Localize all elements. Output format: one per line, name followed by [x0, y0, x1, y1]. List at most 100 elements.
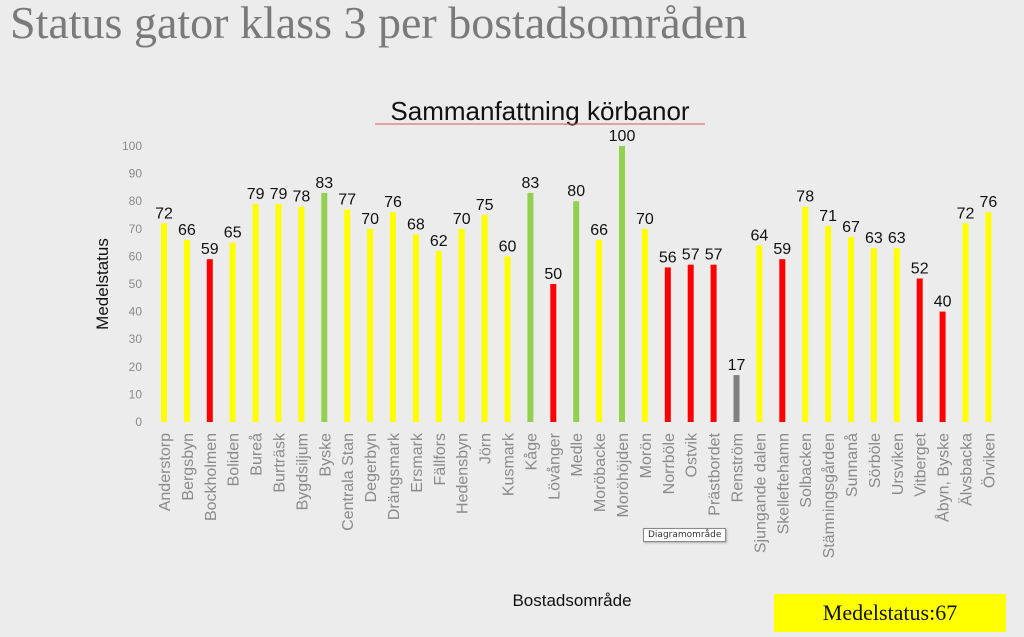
- x-tick-label: Sunnanå: [843, 433, 861, 497]
- value-label: 77: [338, 191, 356, 208]
- x-tick-label: Vitberget: [913, 432, 930, 496]
- bar: [481, 215, 488, 422]
- bar: [802, 206, 809, 422]
- average-status-value: 67: [935, 600, 958, 625]
- bar: [229, 242, 236, 422]
- average-status-label: Medelstatus:: [822, 600, 936, 625]
- x-tick-label: Burträsk: [272, 432, 289, 493]
- x-tick-label: Prästbordet: [707, 432, 724, 515]
- chart-title: Sammanfattning körbanor: [390, 96, 690, 126]
- bar: [939, 311, 946, 422]
- x-tick-label: Bergsbyn: [180, 433, 197, 501]
- y-tick-labels: 0 10 20 30 40 50 60 70 80 90 100: [122, 139, 142, 429]
- x-tick-labels: Anderstorp Bergsbyn Bockholmen Boliden Bureå…: [157, 432, 998, 558]
- bar: [573, 201, 580, 422]
- value-label: 56: [659, 249, 677, 266]
- value-label: 70: [636, 211, 654, 228]
- bar: [687, 264, 694, 422]
- x-tick-label: Örviken: [980, 433, 998, 488]
- bar: [367, 228, 374, 422]
- bar: [848, 237, 854, 422]
- value-label: 78: [796, 189, 814, 206]
- x-tick-label: Hedensbyn: [455, 433, 472, 514]
- bars: [161, 146, 992, 422]
- x-axis-label: Bostadsområde: [512, 591, 631, 610]
- value-label: 57: [682, 247, 700, 264]
- x-tick-label: Morön: [638, 433, 655, 478]
- bar: [756, 245, 763, 422]
- bar: [870, 248, 877, 422]
- value-label: 62: [430, 233, 448, 250]
- value-label: 64: [751, 227, 769, 244]
- value-label: 76: [980, 194, 998, 211]
- bar: [825, 226, 832, 422]
- x-tick-label: Fällfors: [432, 433, 449, 485]
- value-label: 79: [270, 186, 288, 203]
- x-tick-label: Solbacken: [798, 433, 815, 508]
- y-tick-label: 60: [129, 249, 143, 263]
- bar: [985, 212, 992, 422]
- x-tick-label: Moröbacke: [592, 433, 609, 512]
- bar: [733, 375, 740, 422]
- x-tick-label: Bureå: [248, 433, 266, 476]
- bar: [321, 192, 328, 422]
- y-tick-label: 10: [129, 387, 143, 401]
- y-tick-label: 100: [122, 139, 142, 153]
- y-tick-label: 50: [129, 277, 143, 291]
- x-tick-label: Sörböle: [867, 433, 884, 488]
- bar: [435, 250, 442, 422]
- value-label: 63: [865, 230, 883, 247]
- x-tick-label: Ursviken: [890, 433, 907, 495]
- x-tick-label: Sjungande dalen: [752, 433, 769, 553]
- x-tick-label: Byske: [317, 433, 334, 477]
- value-label: 79: [247, 186, 265, 203]
- value-label: 52: [911, 260, 929, 277]
- x-tick-label: Boliden: [226, 433, 243, 486]
- x-tick-label: Renström: [730, 433, 747, 502]
- bar: [664, 267, 671, 422]
- bar: [252, 203, 259, 422]
- value-label: 70: [361, 211, 379, 228]
- bar: [183, 239, 190, 422]
- value-label: 100: [609, 128, 636, 145]
- bar: [458, 228, 465, 422]
- average-status-box: Medelstatus: 67: [774, 594, 1006, 632]
- bar: [298, 206, 305, 422]
- x-tick-label: Bygdsiljum: [294, 433, 311, 510]
- x-tick-label: Stämningsgården: [820, 433, 838, 558]
- x-tick-label: Degerbyn: [363, 433, 380, 502]
- bar: [779, 259, 786, 422]
- slide-title: Status gator klass 3 per bostadsområden: [10, 0, 748, 48]
- x-tick-label: Norrböle: [661, 433, 678, 494]
- x-tick-label: Skelleftehamn: [775, 433, 792, 534]
- bar: [206, 259, 213, 422]
- bar: [412, 234, 419, 422]
- x-tick-label: Lövånger: [545, 432, 563, 499]
- value-label: 65: [224, 225, 242, 242]
- value-label: 59: [201, 241, 219, 258]
- x-tick-label: Bockholmen: [203, 433, 220, 521]
- value-label: 71: [819, 208, 837, 225]
- y-tick-label: 0: [135, 415, 142, 429]
- value-label: 83: [522, 175, 540, 192]
- x-tick-label: Kusmark: [501, 432, 518, 496]
- value-label: 59: [773, 241, 791, 258]
- value-label: 66: [590, 222, 608, 239]
- bar: [275, 203, 282, 422]
- value-label: 68: [407, 216, 425, 233]
- x-tick-label: Åbyn, Byske: [934, 433, 953, 522]
- y-tick-label: 80: [129, 194, 143, 208]
- value-label: 60: [499, 238, 517, 255]
- value-label: 57: [705, 247, 723, 264]
- value-label: 67: [842, 219, 860, 236]
- x-tick-label: Älvsbacka: [958, 433, 976, 506]
- x-tick-label: Centrala Stan: [340, 433, 357, 531]
- bar: [596, 239, 603, 422]
- y-tick-label: 30: [129, 332, 143, 346]
- x-tick-label: Jörn: [478, 433, 495, 464]
- y-tick-label: 90: [129, 167, 143, 181]
- value-label: 83: [315, 175, 333, 192]
- x-tick-label: Drängsmark: [386, 432, 403, 520]
